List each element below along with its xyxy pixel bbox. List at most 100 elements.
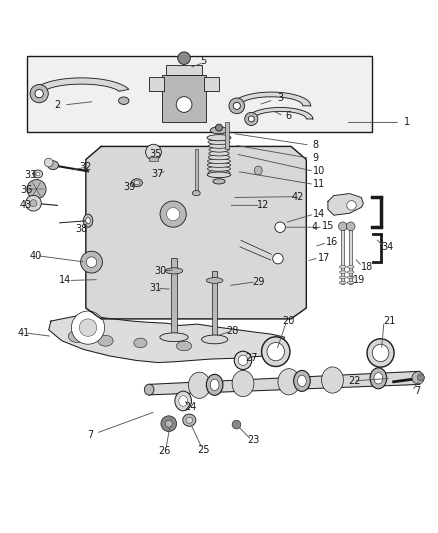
Text: 25: 25 [198, 445, 210, 455]
Ellipse shape [254, 166, 262, 175]
Bar [225, 123, 229, 149]
Text: 11: 11 [313, 180, 325, 189]
Bar [149, 157, 158, 161]
Polygon shape [49, 314, 285, 362]
Ellipse shape [232, 370, 254, 397]
Ellipse shape [339, 281, 346, 284]
Text: 19: 19 [353, 276, 365, 286]
Text: 7: 7 [87, 430, 93, 440]
Ellipse shape [192, 190, 200, 196]
Ellipse shape [238, 355, 248, 366]
Polygon shape [86, 147, 306, 319]
Circle shape [160, 201, 186, 227]
Ellipse shape [86, 217, 90, 224]
Text: 39: 39 [124, 182, 136, 192]
Circle shape [165, 420, 172, 427]
Text: 20: 20 [283, 316, 295, 326]
Text: 6: 6 [286, 111, 292, 121]
Ellipse shape [48, 161, 59, 169]
Text: 18: 18 [361, 262, 374, 271]
Ellipse shape [209, 151, 229, 156]
Circle shape [44, 158, 53, 167]
Ellipse shape [374, 373, 383, 384]
Text: 14: 14 [59, 276, 71, 286]
Ellipse shape [208, 166, 230, 171]
Ellipse shape [210, 127, 228, 134]
Circle shape [81, 251, 102, 273]
Bar [149, 77, 164, 91]
Bar [212, 271, 217, 338]
Bar [349, 227, 352, 284]
Ellipse shape [339, 265, 346, 268]
Ellipse shape [372, 344, 389, 362]
Text: 4: 4 [312, 222, 318, 232]
Circle shape [71, 311, 105, 344]
Ellipse shape [208, 155, 230, 160]
Text: 9: 9 [312, 153, 318, 163]
Ellipse shape [98, 335, 113, 346]
Circle shape [245, 112, 258, 125]
Ellipse shape [370, 368, 387, 389]
Ellipse shape [165, 268, 183, 274]
Circle shape [275, 222, 286, 232]
Ellipse shape [134, 181, 140, 185]
Text: 22: 22 [348, 376, 360, 386]
Circle shape [346, 222, 355, 231]
Text: 31: 31 [149, 284, 162, 293]
Ellipse shape [207, 135, 231, 141]
Circle shape [30, 85, 48, 103]
Text: 21: 21 [383, 316, 396, 326]
Ellipse shape [213, 179, 225, 184]
Ellipse shape [177, 341, 192, 351]
Text: 40: 40 [29, 251, 42, 261]
Ellipse shape [347, 276, 354, 279]
Ellipse shape [206, 374, 223, 395]
Circle shape [215, 124, 223, 131]
Text: 36: 36 [21, 185, 33, 195]
Text: 15: 15 [322, 221, 334, 231]
Ellipse shape [297, 375, 306, 386]
Text: 12: 12 [257, 200, 269, 211]
Ellipse shape [347, 271, 354, 273]
Circle shape [412, 372, 424, 384]
Circle shape [347, 200, 356, 210]
Text: 28: 28 [226, 326, 238, 336]
Text: 42: 42 [291, 192, 304, 201]
Ellipse shape [145, 384, 154, 395]
Circle shape [86, 257, 97, 268]
Ellipse shape [183, 414, 196, 426]
Ellipse shape [293, 370, 310, 391]
Ellipse shape [208, 170, 230, 175]
Text: 37: 37 [152, 169, 164, 179]
Ellipse shape [206, 278, 223, 284]
Text: 32: 32 [80, 162, 92, 172]
Ellipse shape [207, 163, 231, 167]
Ellipse shape [201, 335, 228, 344]
Polygon shape [232, 92, 311, 106]
Text: 41: 41 [17, 328, 29, 338]
Ellipse shape [267, 343, 285, 361]
Text: 26: 26 [158, 446, 171, 456]
Text: 43: 43 [20, 200, 32, 211]
Circle shape [35, 90, 43, 98]
Text: 16: 16 [326, 238, 339, 247]
Ellipse shape [208, 159, 230, 164]
Bar [204, 77, 219, 91]
Text: 27: 27 [245, 353, 258, 363]
Text: 33: 33 [24, 170, 36, 180]
Text: 14: 14 [313, 209, 325, 219]
Circle shape [248, 116, 254, 122]
Bar [194, 149, 198, 191]
Bar [162, 75, 206, 122]
Circle shape [25, 195, 41, 211]
Ellipse shape [321, 367, 343, 393]
Circle shape [166, 207, 180, 221]
Bar [341, 227, 344, 284]
Circle shape [30, 200, 37, 207]
Circle shape [417, 374, 424, 381]
Ellipse shape [207, 172, 231, 177]
Ellipse shape [175, 391, 191, 411]
Circle shape [79, 319, 97, 336]
Ellipse shape [33, 170, 42, 178]
Polygon shape [149, 372, 420, 395]
